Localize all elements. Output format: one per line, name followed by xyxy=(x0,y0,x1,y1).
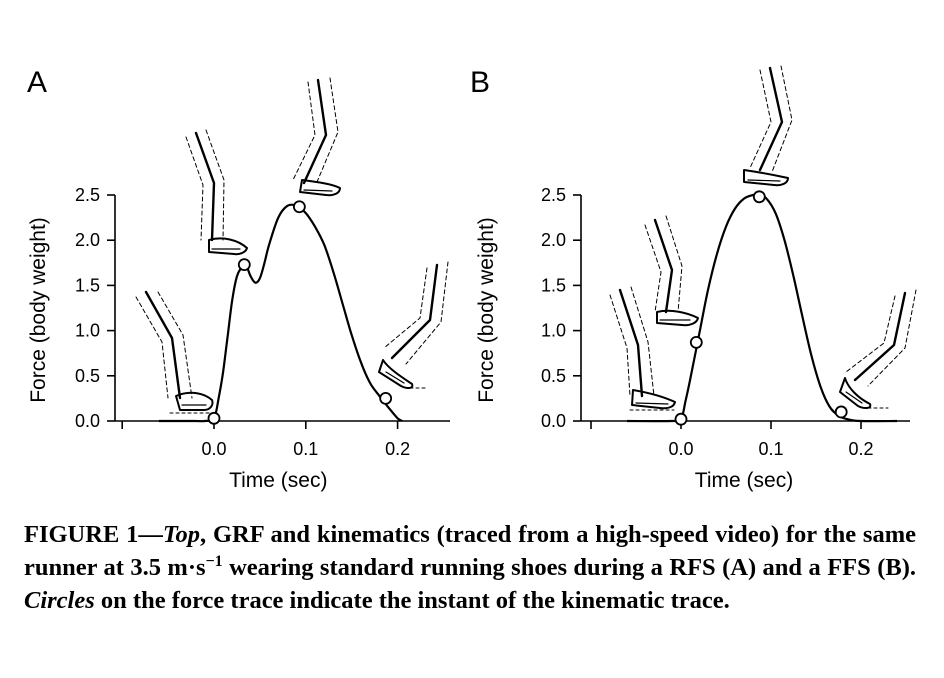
kinematic-marker xyxy=(237,258,251,272)
kinematic-marker xyxy=(834,405,848,419)
caption-label: FIGURE 1— xyxy=(24,521,163,548)
caption-top-word: Top xyxy=(162,521,201,548)
figure-caption: FIGURE 1—Top, GRF and kinematics (traced… xyxy=(24,518,916,617)
axes: 0.0 0.1 0.2 0.0 0.5 1.0 1.5 2.0 2.5 Time (sec) For… xyxy=(27,185,450,492)
y-tick-label: 0.5 xyxy=(75,366,100,386)
caption-part2: wearing standard running shoes during a … xyxy=(222,554,916,581)
x-tick-label: 0.1 xyxy=(293,439,318,459)
y-tick-label: 1.5 xyxy=(75,275,100,295)
y-tick-label: 2.0 xyxy=(541,230,566,250)
caption-part1: , GRF and kinematics (traced from a high… xyxy=(24,521,916,581)
x-tick-label: 0.1 xyxy=(758,439,783,459)
axes: 0.0 0.1 0.2 0.0 0.5 1.0 1.5 2.0 2.5 Time (sec) For… xyxy=(475,185,910,492)
caption-circles-word: Circles xyxy=(24,587,95,614)
leg-sketches xyxy=(135,77,449,414)
y-axis-title: Force (body weight) xyxy=(27,217,50,403)
y-tick-label: 1.5 xyxy=(541,275,566,295)
x-axis-title: Time (sec) xyxy=(229,469,327,492)
x-tick-label: 0.0 xyxy=(668,439,693,459)
caption-superscript: −1 xyxy=(205,552,223,570)
y-tick-label: 0.0 xyxy=(541,411,566,431)
x-tick-label: 0.0 xyxy=(201,439,226,459)
panel-label: A xyxy=(27,66,47,99)
x-axis-title: Time (sec) xyxy=(695,469,793,492)
y-tick-label: 0.0 xyxy=(75,411,100,431)
panel-label: B xyxy=(470,66,490,99)
x-tick-label: 0.2 xyxy=(848,439,873,459)
caption-part3: on the force trace indicate the instant … xyxy=(94,587,730,614)
y-tick-label: 1.0 xyxy=(541,321,566,341)
kinematic-marker xyxy=(292,200,306,214)
leg-sketches xyxy=(609,65,917,411)
y-tick-label: 2.5 xyxy=(541,185,566,205)
force-trace xyxy=(158,203,403,423)
kinematic-marker xyxy=(674,412,688,426)
y-tick-label: 2.0 xyxy=(75,230,100,250)
y-axis-title: Force (body weight) xyxy=(475,217,498,403)
kinematic-marker xyxy=(752,190,766,204)
x-tick-label: 0.2 xyxy=(385,439,410,459)
y-tick-label: 1.0 xyxy=(75,321,100,341)
y-tick-label: 0.5 xyxy=(541,366,566,386)
kinematic-marker xyxy=(379,391,393,405)
kinematic-markers xyxy=(674,190,848,426)
kinematic-marker xyxy=(689,335,703,349)
y-tick-label: 2.5 xyxy=(75,185,100,205)
kinematic-marker xyxy=(207,411,221,425)
kinematic-markers xyxy=(207,200,393,425)
